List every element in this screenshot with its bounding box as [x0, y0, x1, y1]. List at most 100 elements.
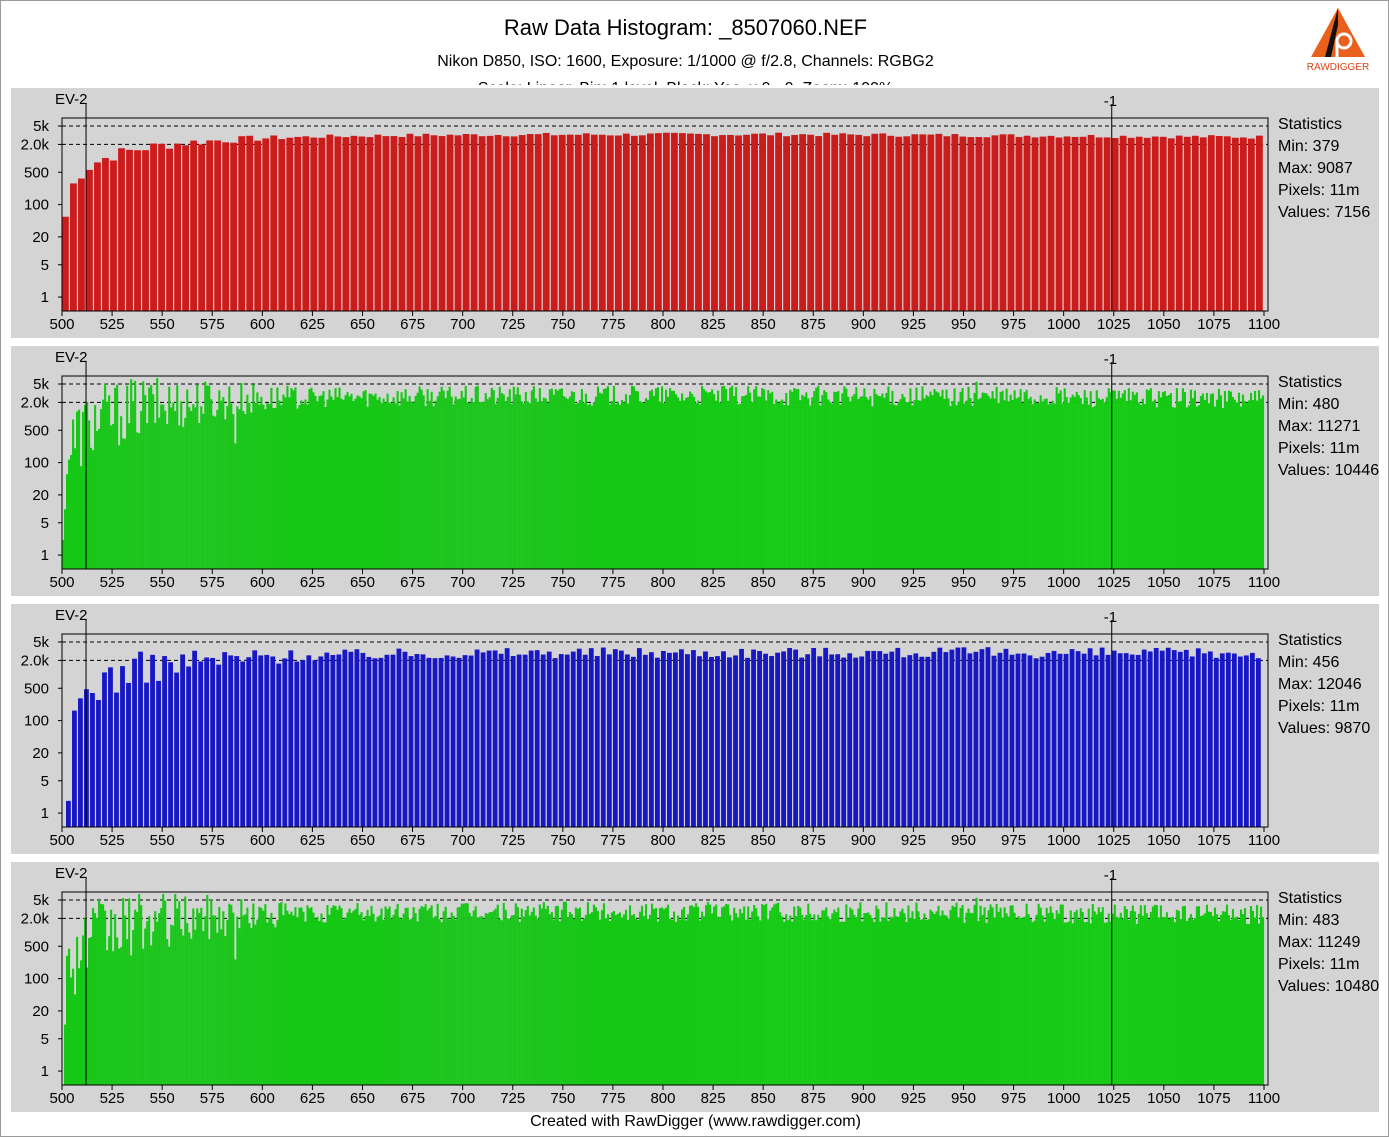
- histogram-bar: [849, 401, 852, 569]
- histogram-bar: [266, 922, 269, 1085]
- histogram-bar: [805, 392, 808, 569]
- histogram-bar: [108, 667, 113, 827]
- histogram-bar: [1025, 903, 1028, 1085]
- histogram-bar: [116, 937, 119, 1085]
- histogram-bar: [1095, 914, 1098, 1085]
- histogram-bar: [142, 381, 145, 569]
- histogram-bar: [855, 387, 858, 569]
- histogram-bar: [815, 136, 823, 311]
- histogram-bar: [1111, 913, 1114, 1085]
- histogram-bar: [334, 136, 342, 311]
- histogram-bar: [224, 419, 227, 569]
- histogram-bar: [652, 395, 656, 569]
- y-tick-label: 500: [24, 422, 49, 439]
- histogram-bar: [78, 968, 81, 1085]
- histogram-bar: [1125, 909, 1128, 1085]
- histogram-bar: [955, 647, 961, 827]
- histogram-bar: [1069, 397, 1072, 569]
- histogram-bar: [1207, 135, 1215, 311]
- histogram-bar: [1077, 395, 1080, 569]
- histogram-bar: [600, 910, 603, 1085]
- histogram-bar: [725, 388, 728, 569]
- histogram-bar: [671, 390, 674, 569]
- histogram-panel-red: EV-2 -1 1 5 20 100 500 2.0k 5k 500 525 550 575 600 625…: [11, 88, 1379, 338]
- histogram-bar: [492, 650, 498, 827]
- histogram-bar: [1151, 136, 1159, 311]
- histogram-bar: [348, 908, 351, 1085]
- histogram-bar: [997, 911, 1000, 1085]
- histogram-bar: [1079, 136, 1087, 311]
- x-tick-label: 650: [350, 574, 375, 591]
- histogram-bar: [248, 403, 251, 569]
- histogram-bar: [1055, 387, 1058, 569]
- histogram-bar: [156, 921, 159, 1085]
- histogram-bar: [388, 906, 391, 1085]
- histogram-bar: [252, 384, 255, 569]
- histogram-bar: [1003, 400, 1006, 569]
- histogram-bar: [574, 907, 577, 1085]
- histogram-bar: [949, 649, 955, 827]
- histogram-bar: [564, 901, 567, 1085]
- histogram-bar: [440, 386, 443, 569]
- histogram-bar: [973, 392, 976, 569]
- histogram-bar: [110, 160, 117, 311]
- y-tick-label: 20: [32, 745, 49, 762]
- stat-values: Values: 10480: [1278, 978, 1380, 995]
- histogram-bar: [642, 654, 648, 827]
- histogram-bar: [821, 910, 824, 1085]
- histogram-bar: [1051, 650, 1057, 827]
- histogram-bar: [456, 907, 459, 1085]
- histogram-bar: [709, 392, 712, 569]
- histogram-bar: [592, 402, 595, 569]
- plot-frame: [61, 375, 1269, 570]
- histogram-bar: [432, 406, 435, 569]
- histogram-bar: [771, 391, 774, 569]
- histogram-bar: [304, 399, 307, 569]
- histogram-bar: [258, 906, 261, 1085]
- histogram-bar: [228, 655, 234, 827]
- histogram-bar: [520, 401, 523, 569]
- histogram-bar: [426, 910, 429, 1085]
- histogram-bar: [460, 390, 463, 569]
- histogram-bar: [190, 140, 198, 311]
- histogram-bar: [156, 680, 161, 827]
- histogram-bar: [743, 906, 746, 1085]
- histogram-bar: [342, 399, 345, 569]
- histogram-bar: [1023, 916, 1026, 1085]
- histogram-bar: [1153, 904, 1156, 1085]
- histogram-bar: [266, 403, 269, 569]
- histogram-bar: [608, 404, 612, 569]
- y-tick-label: 5: [41, 1031, 49, 1048]
- histogram-bar: [1047, 135, 1055, 311]
- histogram-panel-green2: EV-2 -1 1 5 20 100 500 2.0k 5k 500 525 550 575 600 625…: [11, 862, 1379, 1112]
- histogram-bar: [697, 400, 700, 569]
- histogram-bar: [342, 919, 345, 1085]
- histogram-bar: [122, 898, 125, 1085]
- histogram-bar: [785, 914, 788, 1085]
- histogram-bar: [172, 402, 175, 569]
- histogram-bar: [102, 904, 105, 1085]
- histogram-bar: [432, 658, 438, 827]
- histogram-bar: [654, 657, 660, 827]
- histogram-bar: [352, 401, 355, 569]
- histogram-bar: [354, 649, 360, 827]
- histogram-bar: [1183, 649, 1189, 827]
- histogram-bar: [859, 902, 862, 1085]
- histogram-bar: [977, 920, 980, 1085]
- histogram-bar: [1039, 907, 1042, 1085]
- histogram-bar: [494, 908, 497, 1085]
- histogram-bar: [733, 655, 738, 827]
- histogram-bar: [246, 657, 252, 827]
- histogram-bar: [160, 404, 163, 569]
- histogram-bar: [428, 908, 431, 1085]
- histogram-bar: [1175, 388, 1178, 569]
- histogram-bar: [799, 400, 802, 569]
- histogram-bar: [995, 386, 998, 569]
- histogram-bar: [1197, 405, 1200, 569]
- histogram-bar: [927, 134, 935, 311]
- histogram-bar: [584, 393, 587, 569]
- histogram-bar: [895, 647, 901, 827]
- histogram-bar: [580, 389, 583, 569]
- histogram-bar: [162, 656, 167, 827]
- histogram-bar: [550, 388, 553, 569]
